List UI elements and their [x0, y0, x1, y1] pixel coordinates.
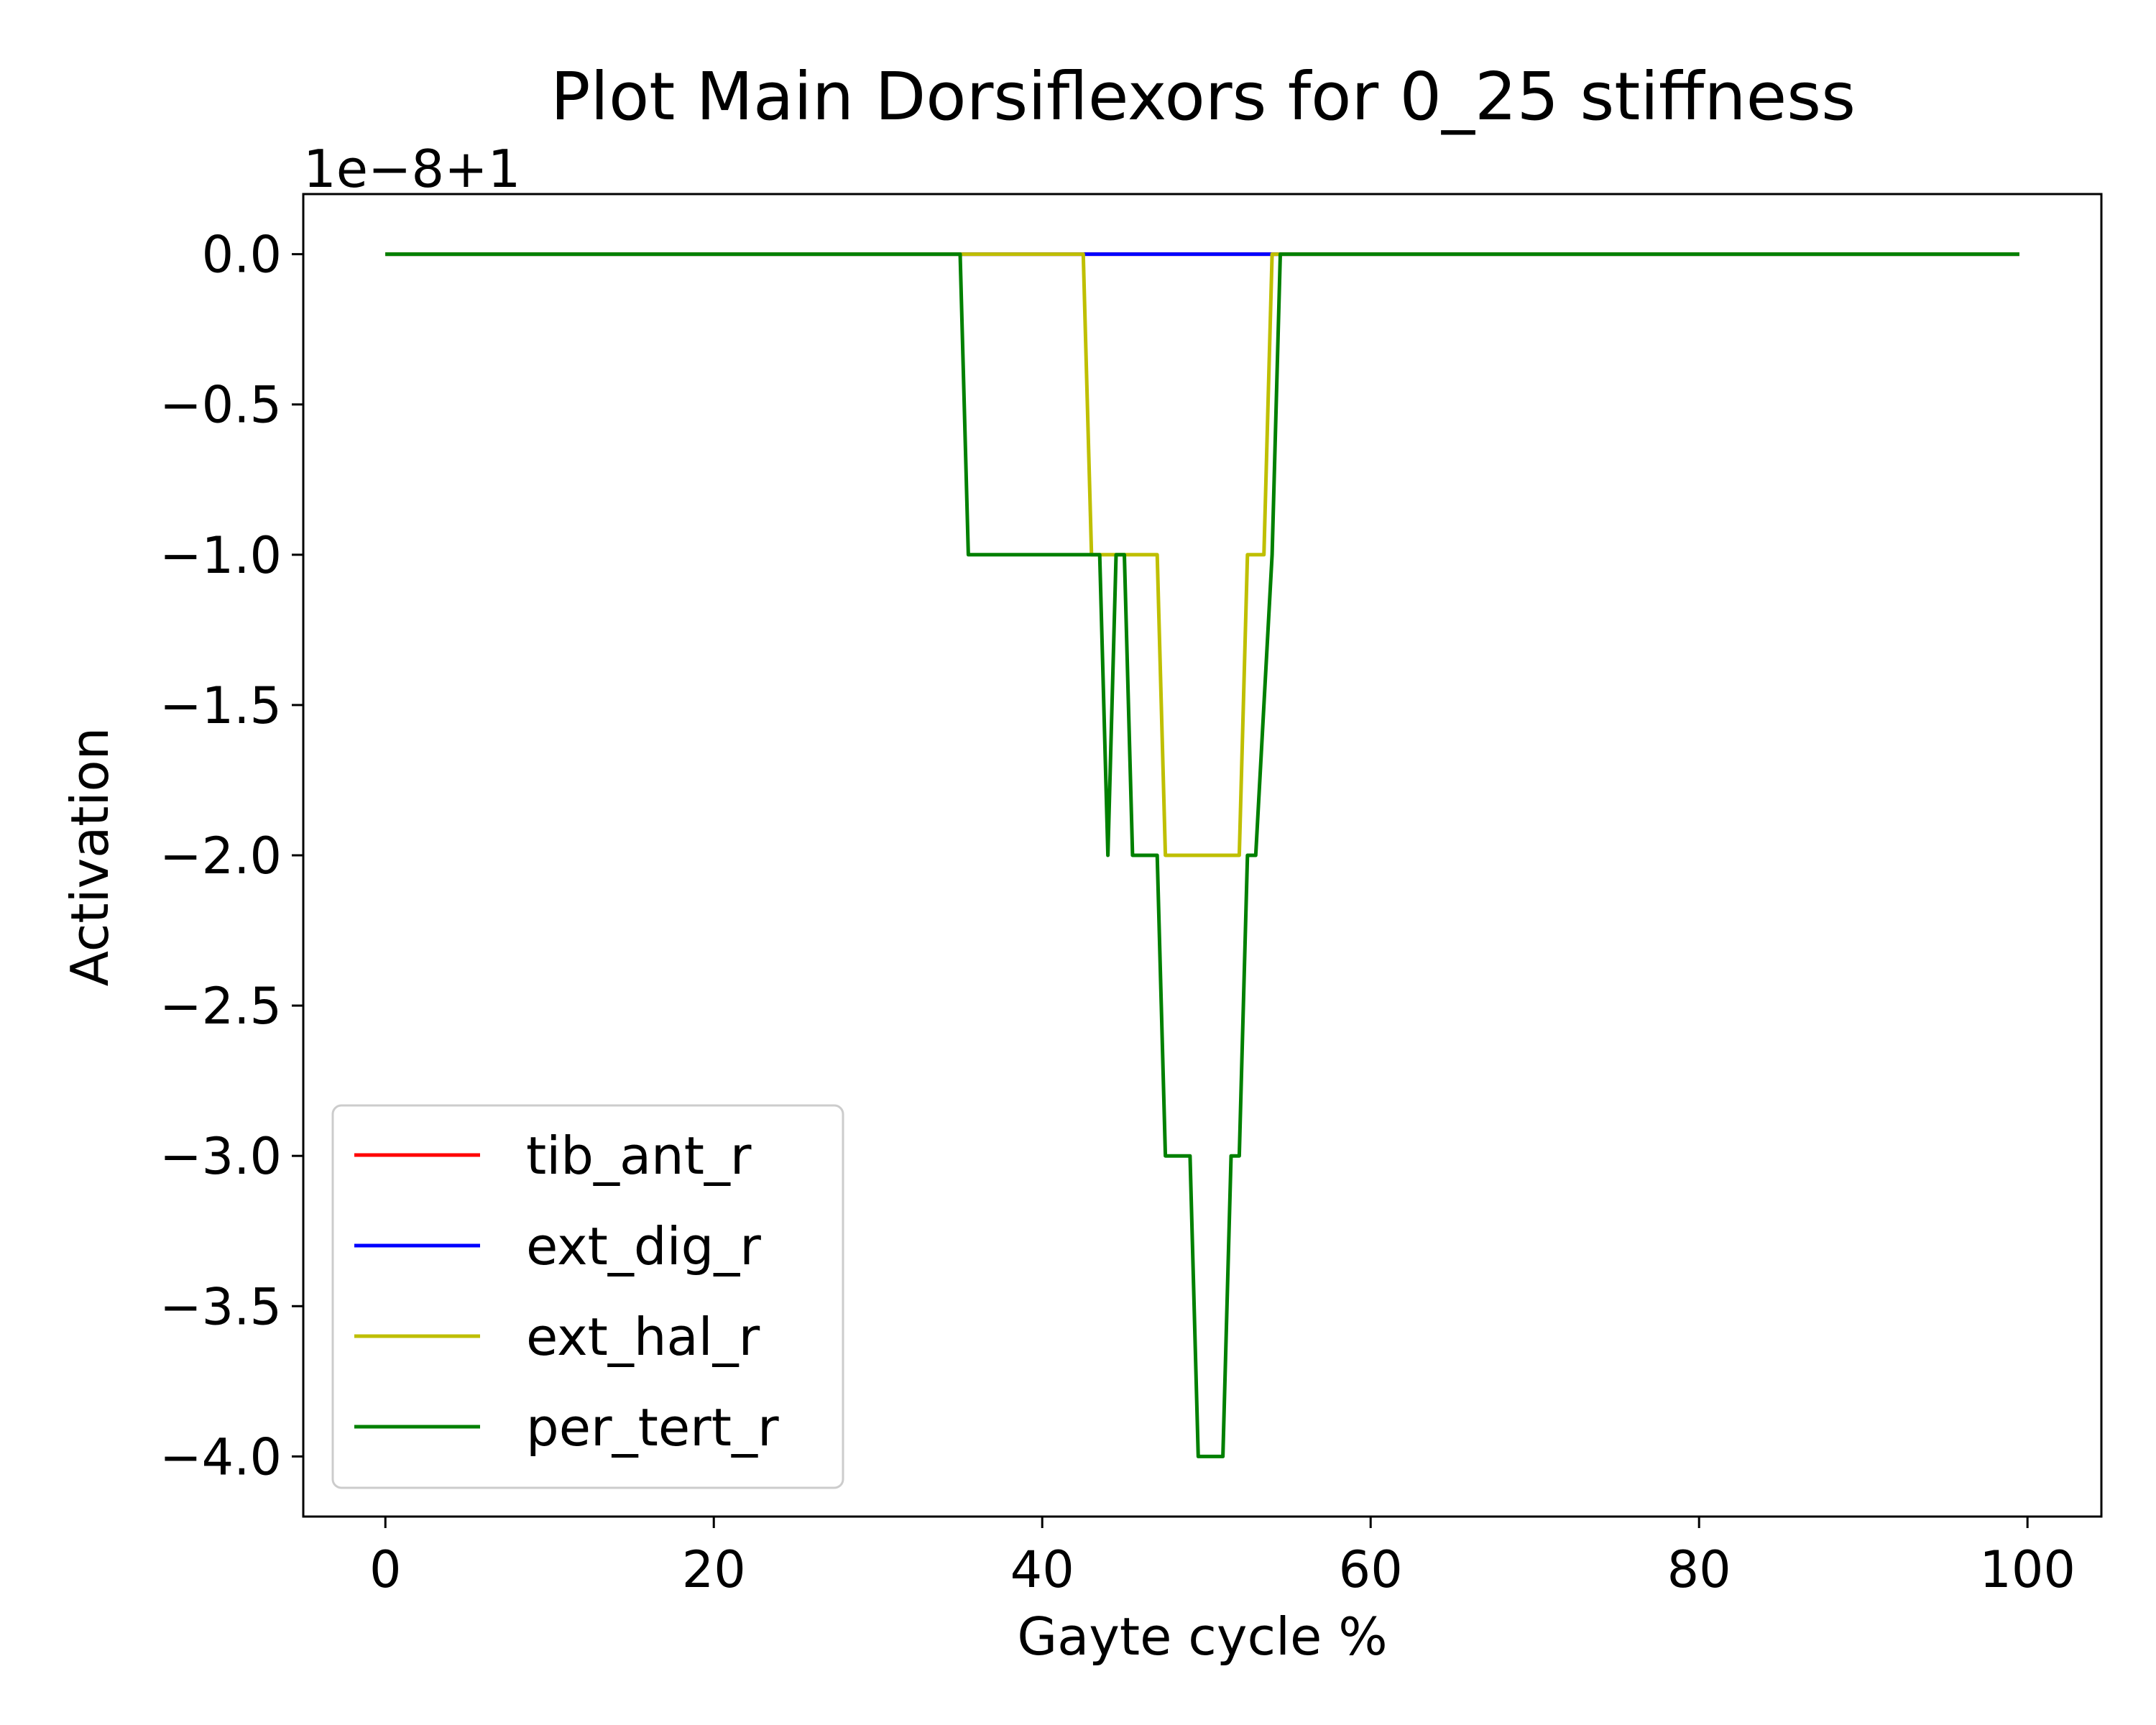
x-tick-label: 100 — [1979, 1540, 2076, 1599]
legend-label-ext-dig-r: ext_dig_r — [526, 1216, 761, 1276]
y-axis-offset-text: 1e−8+1 — [303, 139, 520, 199]
chart-title: Plot Main Dorsiflexors for 0_25 stiffnes… — [550, 58, 1856, 135]
x-tick-label: 20 — [682, 1540, 746, 1599]
y-tick-label: −2.0 — [160, 827, 282, 886]
x-tick-label: 40 — [1010, 1540, 1074, 1599]
series-layer — [385, 252, 2019, 1458]
legend-box — [331, 1104, 844, 1489]
y-tick-label: −0.5 — [160, 376, 282, 435]
x-tick-label: 80 — [1667, 1540, 1731, 1599]
series-line-ext-hal-r — [385, 252, 2019, 857]
legend-label-ext-hal-r: ext_hal_r — [526, 1307, 760, 1367]
legend: tib_ant_r ext_dig_r ext_hal_r per_tert_r — [331, 1104, 844, 1489]
x-tick-label: 60 — [1339, 1540, 1403, 1599]
y-tick-label: −1.5 — [160, 676, 282, 735]
ticks-layer: 0 20 40 60 80 100 0.0 −0.5 −1.0 −1.5 −2.0 −2.5 −3.0 −… — [160, 226, 2076, 1599]
x-axis-label: Gayte cycle % — [1017, 1606, 1387, 1667]
plot-frame — [302, 193, 2103, 1518]
y-tick-label: 0.0 — [202, 226, 282, 285]
y-tick-label: −4.0 — [160, 1427, 282, 1486]
y-axis-label: Activation — [60, 727, 120, 986]
legend-label-per-tert-r: per_tert_r — [526, 1397, 779, 1458]
y-tick-label: −3.5 — [160, 1277, 282, 1336]
legend-label-tib-ant-r: tib_ant_r — [526, 1126, 752, 1186]
y-tick-label: −3.0 — [160, 1127, 282, 1186]
y-tick-label: −1.0 — [160, 526, 282, 585]
series-line-per-tert-r — [385, 252, 2019, 1458]
y-tick-label: −2.5 — [160, 977, 282, 1036]
x-tick-label: 0 — [369, 1540, 402, 1599]
